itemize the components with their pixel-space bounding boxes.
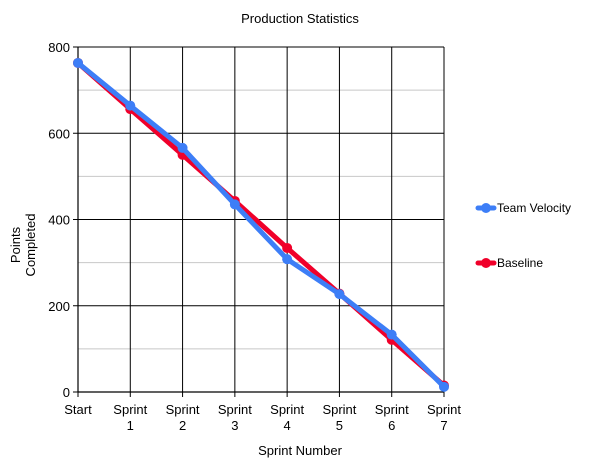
- data-point-team-velocity: [73, 57, 83, 68]
- x-tick-label: Start: [64, 402, 92, 417]
- x-tick-label: Sprint 6: [375, 402, 409, 433]
- y-tick-label: 400: [48, 213, 70, 228]
- data-point-baseline: [282, 242, 293, 253]
- series-line-baseline: [75, 60, 447, 389]
- x-axis-title: Sprint Number: [258, 443, 342, 458]
- y-tick-label: 600: [48, 126, 70, 141]
- legend-label-baseline: Baseline: [497, 256, 543, 270]
- series-line-team-velocity: [75, 60, 447, 390]
- legend-marker-baseline: [481, 258, 491, 268]
- data-point-team-velocity: [334, 289, 345, 300]
- y-axis-title: PointsCompleted: [8, 214, 38, 277]
- y-tick-label: 200: [48, 299, 70, 314]
- data-point-team-velocity: [177, 142, 188, 153]
- y-tick-label: 800: [48, 40, 70, 55]
- x-tick-label: Sprint 3: [218, 402, 252, 433]
- x-tick-label: Sprint 4: [270, 402, 304, 433]
- data-point-team-velocity: [229, 199, 240, 210]
- x-tick-label: Sprint 5: [322, 402, 356, 433]
- y-tick-label: 0: [63, 385, 70, 400]
- chart-title: Production Statistics: [241, 11, 359, 26]
- data-point-team-velocity: [125, 100, 136, 111]
- axes: 0 200 400 600 800 Start Sprint 1 Sprint 2 Sprint 3 S…: [48, 40, 461, 433]
- series-lines: [73, 57, 449, 392]
- x-tick-label: Sprint 2: [166, 402, 200, 433]
- data-point-team-velocity: [282, 254, 293, 265]
- x-tick-label: Sprint 1: [113, 402, 147, 433]
- data-point-team-velocity: [439, 381, 449, 392]
- legend: Team Velocity Baseline: [475, 201, 571, 270]
- data-point-team-velocity: [386, 329, 397, 340]
- legend-marker-team-velocity: [481, 203, 491, 213]
- y-axis-title-text: PointsCompleted: [8, 214, 38, 277]
- legend-label-team-velocity: Team Velocity: [497, 201, 571, 215]
- x-tick-label: Sprint 7: [427, 402, 461, 433]
